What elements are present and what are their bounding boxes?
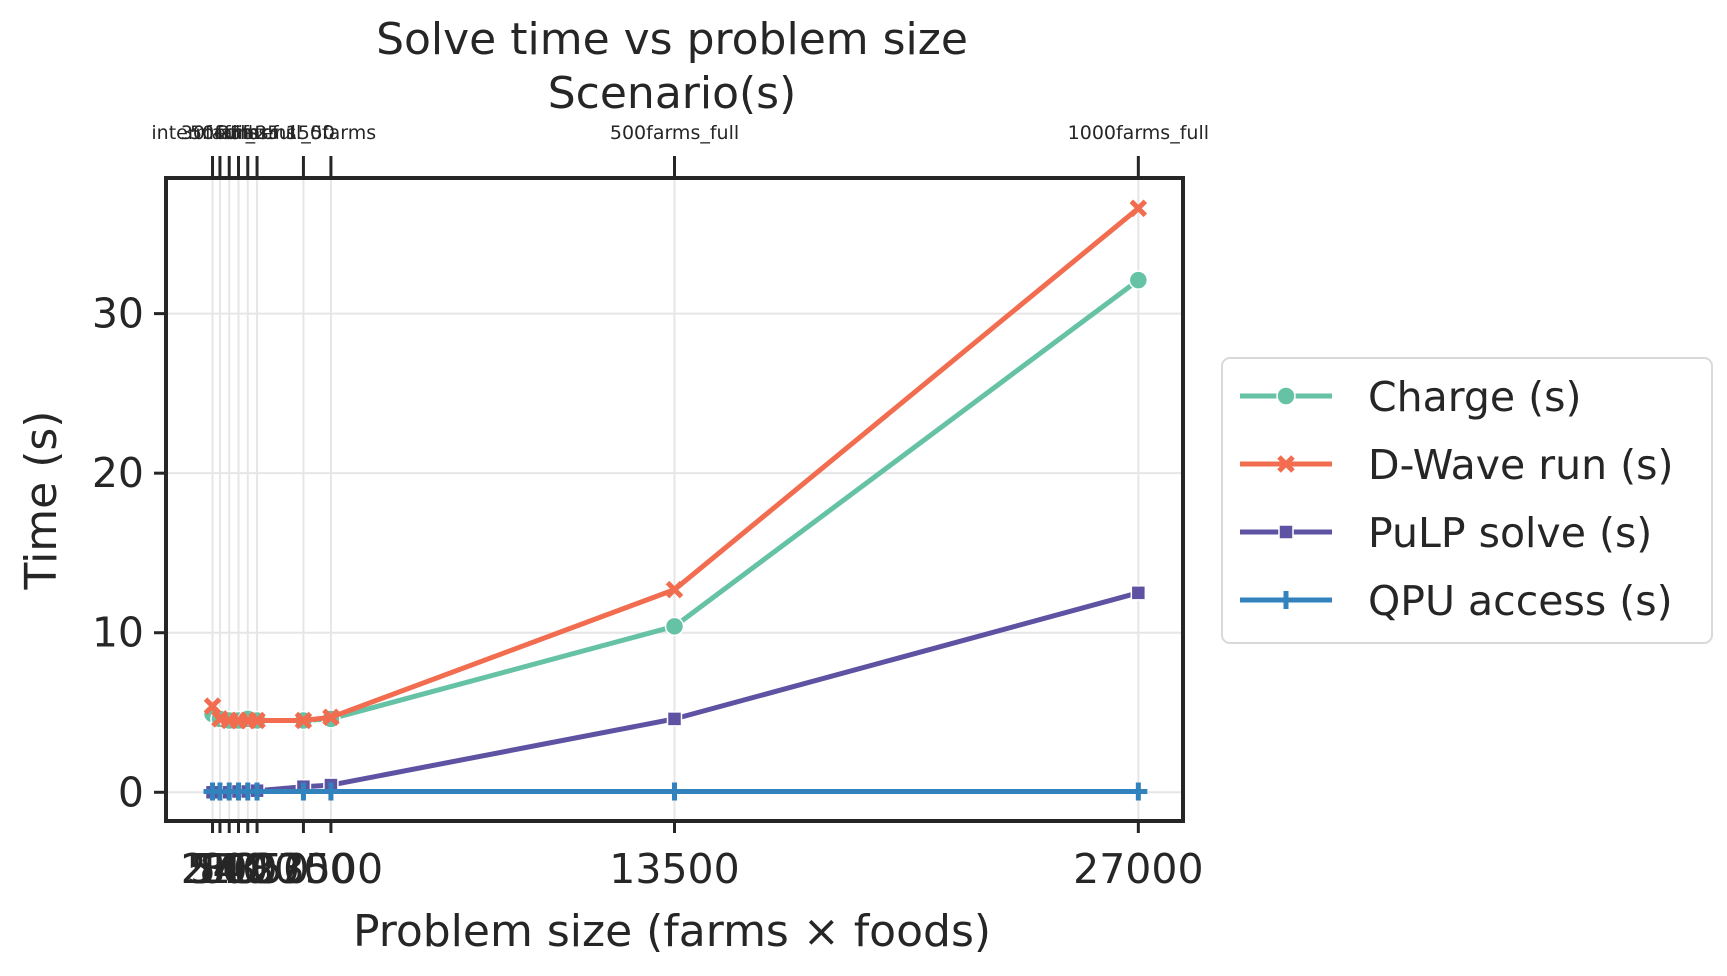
data-point	[665, 782, 684, 801]
x-axis-label: Problem size (farms × foods)	[353, 906, 991, 957]
legend-item: PuLP solve (s)	[1240, 509, 1652, 557]
y-axis-label: Time (s)	[16, 411, 67, 591]
x-tick-label: 810	[199, 845, 277, 893]
data-point	[1130, 585, 1147, 601]
data-point	[666, 711, 683, 727]
legend-label: QPU access (s)	[1368, 577, 1673, 625]
legend-marker	[1277, 591, 1295, 609]
data-point	[203, 697, 222, 715]
y-tick-label: 0	[118, 768, 144, 816]
x-tick-label: 3500	[279, 845, 383, 893]
legend-marker	[1278, 524, 1294, 540]
series-layer	[202, 199, 1149, 801]
legend-label: Charge (s)	[1368, 373, 1582, 421]
x-tick-label: 1350	[205, 845, 309, 893]
x-tick-label: 27000	[1073, 845, 1203, 893]
top-axis-label: Scenario(s)	[548, 68, 797, 119]
x-tick-label: 1080	[196, 845, 300, 893]
series-1	[203, 199, 1148, 730]
data-point	[664, 616, 685, 637]
data-point	[1128, 270, 1149, 290]
top-tick-label: full	[224, 122, 253, 144]
y-tick-label: 30	[92, 290, 144, 338]
x-tick-label: 2700	[251, 845, 355, 893]
legend-marker	[1276, 386, 1296, 406]
x-tick-label: 270	[181, 845, 259, 893]
top-tick-label: full_50	[272, 122, 335, 144]
top-tick-label: 500farms_full	[610, 122, 739, 144]
legend-label: PuLP solve (s)	[1368, 509, 1652, 557]
legend-label: D-Wave run (s)	[1368, 441, 1673, 489]
legend-item: D-Wave run (s)	[1240, 441, 1673, 489]
data-point	[665, 580, 684, 599]
data-point	[294, 711, 313, 730]
x-tick-label: 13500	[609, 845, 739, 893]
x-tick-label: 540	[190, 845, 268, 893]
top-tick-label: 30farms	[181, 122, 259, 144]
legend-box	[1221, 357, 1713, 644]
series-line	[210, 206, 1140, 723]
data-point	[248, 782, 267, 801]
top-tick-label: intermediate	[151, 122, 273, 144]
data-point	[322, 708, 340, 727]
legend-marker	[1277, 455, 1295, 473]
data-point	[321, 782, 340, 801]
top-tick-label: full_25	[216, 122, 279, 144]
top-tick-label: 50farms	[190, 122, 268, 144]
y-tick-label: 10	[92, 609, 144, 657]
y-tick-label: 20	[92, 449, 144, 497]
chart-title: Solve time vs problem size	[376, 14, 968, 65]
legend-item: Charge (s)	[1240, 373, 1582, 421]
data-point	[248, 711, 266, 730]
legend-item: QPU access (s)	[1240, 577, 1673, 625]
series-3	[203, 782, 1148, 801]
data-point	[294, 782, 313, 801]
legend: Charge (s) D-Wave run (s) PuLP solve (s) QP…	[1221, 357, 1713, 644]
top-tick-label: 25farms	[218, 122, 296, 144]
top-tick-label: 1000farms_full	[1068, 122, 1209, 144]
data-point	[1129, 199, 1148, 218]
x-tick-label: 54	[186, 845, 238, 893]
top-tick-label: 150farms	[286, 122, 376, 144]
data-point	[1129, 782, 1148, 801]
